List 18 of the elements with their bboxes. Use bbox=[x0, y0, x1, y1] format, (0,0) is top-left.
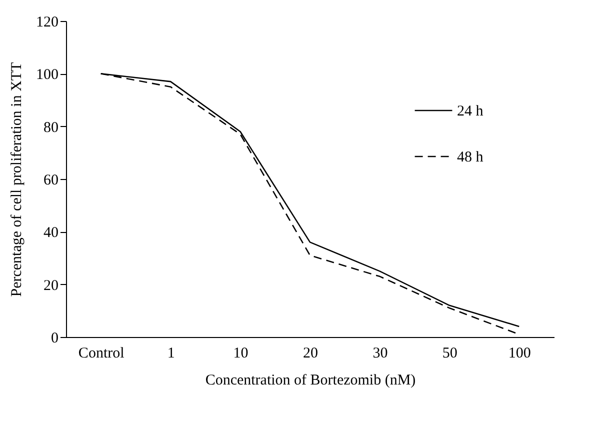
y-tick-label: 0 bbox=[51, 330, 58, 346]
y-tick-label: 80 bbox=[44, 120, 58, 136]
x-tick-label: 10 bbox=[233, 346, 248, 362]
x-tick-label: 30 bbox=[372, 346, 388, 362]
y-tick-label: 60 bbox=[44, 172, 58, 188]
x-tick-label: 50 bbox=[442, 346, 458, 362]
legend-label: 24 h bbox=[457, 104, 484, 120]
x-axis-title: Concentration of Bortezomib (nM) bbox=[205, 372, 416, 388]
legend-label: 48 h bbox=[457, 150, 484, 166]
x-tick-label: 20 bbox=[303, 346, 318, 362]
x-tick-label: Control bbox=[78, 346, 124, 362]
y-axis-title: Percentage of cell proliferation in XTT bbox=[9, 62, 25, 297]
x-tick-label: 100 bbox=[508, 346, 531, 362]
y-tick-label: 40 bbox=[44, 225, 58, 242]
y-tick-label: 100 bbox=[36, 67, 58, 84]
y-tick-label: 20 bbox=[44, 278, 58, 294]
y-tick-label: 120 bbox=[36, 14, 58, 30]
x-tick-label: 1 bbox=[167, 346, 175, 362]
